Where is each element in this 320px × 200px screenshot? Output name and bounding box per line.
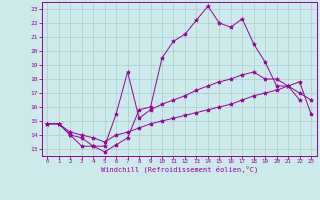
X-axis label: Windchill (Refroidissement éolien,°C): Windchill (Refroidissement éolien,°C) — [100, 166, 258, 173]
